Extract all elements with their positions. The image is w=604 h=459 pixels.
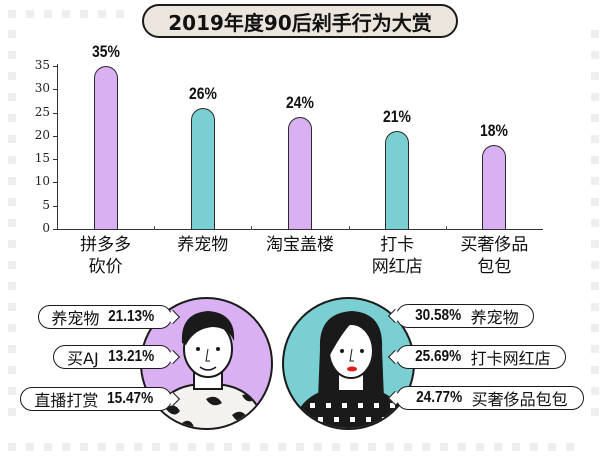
female-stat-bubble: 25.69% 打卡网红店 (396, 345, 566, 369)
y-tick-mark (53, 229, 57, 230)
y-tick-mark (53, 159, 57, 161)
bar (190, 107, 215, 229)
y-tick-label: 30 (34, 81, 50, 96)
female-stat-label: 养宠物 (470, 308, 519, 327)
male-stat-bubble: 买AJ 13.21% (53, 345, 172, 369)
y-tick-label: 20 (34, 127, 50, 142)
female-figure-icon (291, 311, 410, 428)
female-stat-label: 买奢侈品包包 (471, 390, 568, 409)
x-axis (57, 229, 543, 230)
female-stat-value: 25.69% (415, 348, 462, 365)
male-stat-label: 买AJ (67, 349, 99, 368)
decorative-border-bottom (8, 443, 574, 451)
y-tick-mark (53, 205, 57, 207)
female-stat-value: 24.77% (416, 389, 463, 406)
category-label: 养宠物 (177, 235, 229, 255)
male-stat-bubble: 直播打赏 15.47% (20, 387, 172, 411)
female-stat-bubble: 24.77% 买奢侈品包包 (396, 386, 584, 410)
y-tick-label: 15 (34, 151, 50, 166)
category-label: 买奢侈品 包包 (460, 235, 529, 277)
y-tick-mark (53, 135, 57, 137)
x-tick-mark (251, 226, 253, 230)
bar-value-label: 18% (480, 121, 509, 141)
y-tick-label: 5 (42, 197, 50, 212)
decorative-border-left (8, 30, 16, 416)
y-tick-label: 35 (34, 58, 50, 72)
female-stat-label: 打卡网红店 (470, 349, 551, 368)
female-stat-value: 30.58% (415, 307, 462, 324)
y-tick-label: 10 (34, 174, 50, 189)
bar (482, 145, 507, 229)
bar-value-label: 26% (188, 83, 217, 103)
y-tick-label: 0 (42, 221, 50, 235)
category-label: 拼多多 砍价 (80, 235, 132, 277)
male-figure-icon (151, 311, 267, 428)
bar (288, 117, 312, 229)
bar (93, 66, 118, 229)
bar-value-label: 24% (286, 93, 314, 113)
male-stat-value: 13.21% (107, 348, 154, 365)
y-tick-mark (53, 112, 57, 114)
female-stat-bubble: 30.58% 养宠物 (396, 304, 534, 328)
category-label: 淘宝盖楼 (266, 235, 334, 255)
bar-value-label: 21% (383, 107, 412, 127)
male-stat-label: 养宠物 (51, 309, 100, 328)
y-tick-mark (53, 89, 57, 91)
y-tick-mark (53, 182, 57, 184)
x-tick-mark (154, 226, 156, 230)
male-stat-label: 直播打赏 (34, 391, 99, 410)
bar (385, 131, 410, 229)
bar-chart: 0 5 10 15 20 25 30 35 35% 拼多多 砍价 26% 养宠物 24% 淘宝盖楼 21% 打卡… (34, 42, 543, 277)
x-tick-mark (348, 226, 350, 230)
male-stat-value: 15.47% (107, 390, 154, 407)
male-stat-bubble: 养宠物 21.13% (38, 305, 172, 329)
bar-value-label: 35% (91, 42, 120, 61)
y-tick-mark (53, 66, 57, 67)
x-tick-mark (445, 226, 447, 230)
category-label: 打卡 网红店 (371, 235, 423, 277)
y-axis (57, 64, 58, 230)
male-stat-value: 21.13% (108, 308, 155, 325)
decorative-border-right (591, 30, 599, 416)
y-tick-label: 25 (34, 104, 50, 119)
chart-title: 2019年度90后剁手行为大赏 (142, 4, 458, 38)
decorative-border-top (8, 10, 124, 18)
